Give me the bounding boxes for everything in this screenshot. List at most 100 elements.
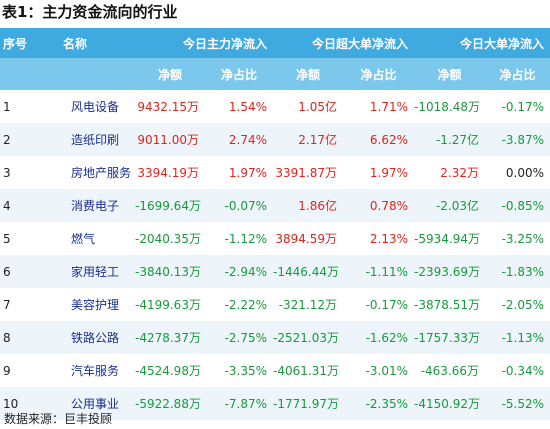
header-row-sub: 净额 净占比 净额 净占比 净额 净占比 (0, 58, 550, 90)
cell-net-amount: -1757.33万 (414, 331, 480, 345)
cell-net-amount: -4278.37万 (135, 331, 201, 345)
cell-net-ratio: -2.35% (365, 396, 409, 411)
cell-net-amount: -463.66万 (420, 364, 480, 378)
table-row: 6 家用轻工 -3840.13万 -2.94% -1446.44万 -1.11% -2393… (0, 255, 550, 288)
header-sub-amount: 净额 (296, 67, 321, 82)
cell-net-ratio: -0.34% (501, 363, 545, 378)
industry-name-link[interactable]: 铁路公路 (71, 331, 120, 345)
cell-net-amount: -2.03亿 (435, 199, 480, 213)
header-sub-empty (54, 58, 135, 90)
table-row: 4 消费电子 -1699.64万 -0.07% 1.86亿 0.78% -2.03亿 -0.8… (0, 189, 550, 222)
table-row: 2 造纸印刷 9011.00万 2.74% 2.17亿 6.62% -1.27亿 -3.87% (0, 123, 550, 156)
industry-name-link[interactable]: 风电设备 (71, 100, 120, 114)
cell-net-ratio: -5.52% (501, 396, 545, 411)
cell-net-ratio: 1.97% (228, 165, 268, 180)
cell-net-amount: -2393.69万 (414, 265, 480, 279)
table-row: 1 风电设备 9432.15万 1.54% 1.05亿 1.71% -1018.48万 -0.… (0, 90, 550, 123)
industry-name-link[interactable]: 消费电子 (71, 199, 120, 213)
cell-net-amount: -3878.51万 (414, 298, 480, 312)
cell-net-amount: 2.17亿 (298, 133, 338, 147)
cell-net-amount: -1018.48万 (414, 100, 480, 114)
row-rank: 5 (3, 231, 11, 246)
header-sub-ratio: 净占比 (499, 67, 536, 82)
cell-net-amount: -1771.97万 (273, 397, 339, 411)
cell-net-amount: 9432.15万 (137, 100, 199, 114)
cell-net-ratio: -2.22% (224, 297, 268, 312)
table-row: 5 燃气 -2040.35万 -1.12% 3894.59万 2.13% -5934.94万… (0, 222, 550, 255)
header-sub-amount: 净额 (437, 67, 462, 82)
row-rank: 9 (3, 363, 11, 378)
table-row: 9 汽车服务 -4524.98万 -3.35% -4061.31万 -3.01% -463.… (0, 354, 550, 387)
cell-net-ratio: -1.12% (224, 231, 268, 246)
source-note: 数据来源：巨丰投顾 (4, 412, 113, 426)
cell-net-ratio: -0.17% (365, 297, 409, 312)
row-rank: 8 (3, 330, 11, 345)
cell-net-amount: -2521.03万 (273, 331, 339, 345)
row-rank: 3 (3, 165, 11, 180)
industry-name-link[interactable]: 燃气 (71, 232, 96, 246)
header-rank: 序号 (3, 36, 28, 51)
cell-net-amount: 3394.19万 (137, 166, 199, 180)
header-group-main: 今日主力净流入 (183, 36, 268, 51)
cell-net-ratio: 0.78% (369, 198, 409, 213)
cell-net-ratio: 2.13% (369, 231, 409, 246)
cell-net-amount: -5922.88万 (135, 397, 201, 411)
row-rank: 7 (3, 297, 11, 312)
cell-net-ratio: 0.00% (505, 165, 545, 180)
cell-net-ratio: -3.87% (501, 132, 545, 147)
header-sub-empty (0, 58, 54, 90)
cell-net-amount: -2040.35万 (135, 232, 201, 246)
cell-net-amount: -4199.63万 (135, 298, 201, 312)
cell-net-ratio: 2.74% (228, 132, 268, 147)
header-name: 名称 (63, 36, 88, 51)
cell-net-ratio: 1.54% (228, 99, 268, 114)
header-row-groups: 序号 名称 今日主力净流入 今日超大单净流入 今日大单净流入 (0, 28, 550, 58)
table-row: 3 房地产服务 3394.19万 1.97% 3391.87万 1.97% 2.32万 0.0… (0, 156, 550, 189)
header-sub-ratio: 净占比 (360, 67, 397, 82)
cell-net-ratio: -2.75% (224, 330, 268, 345)
industry-name-link[interactable]: 家用轻工 (71, 265, 120, 279)
industry-name-link[interactable]: 汽车服务 (71, 364, 120, 378)
table-row: 8 铁路公路 -4278.37万 -2.75% -2521.03万 -1.62% -1757… (0, 321, 550, 354)
table-row: 10 公用事业 -5922.88万 -7.87% -1771.97万 -2.35% -415… (0, 387, 550, 420)
cell-net-ratio: -1.11% (365, 264, 409, 279)
row-rank: 2 (3, 132, 11, 147)
industry-name-link[interactable]: 房地产服务 (71, 166, 132, 180)
table-row: 7 美容护理 -4199.63万 -2.22% -321.12万 -0.17% -3878.… (0, 288, 550, 321)
row-rank: 6 (3, 264, 11, 279)
cell-net-amount: -1.27亿 (435, 133, 480, 147)
cell-net-amount: -321.12万 (278, 298, 338, 312)
cell-net-ratio: -2.05% (501, 297, 545, 312)
cell-net-ratio: -0.07% (224, 198, 268, 213)
cell-net-amount: 2.32万 (440, 166, 480, 180)
cell-net-ratio: -1.13% (501, 330, 545, 345)
cell-net-ratio: 6.62% (369, 132, 409, 147)
cell-net-ratio: -1.83% (501, 264, 545, 279)
industry-name-link[interactable]: 造纸印刷 (71, 133, 120, 147)
industry-name-link[interactable]: 美容护理 (71, 298, 120, 312)
cell-net-ratio: 1.71% (369, 99, 409, 114)
cell-net-amount: -3840.13万 (135, 265, 201, 279)
cell-net-ratio: -3.35% (224, 363, 268, 378)
cell-net-ratio: -0.85% (501, 198, 545, 213)
cell-net-ratio: -3.25% (501, 231, 545, 246)
header-group-super: 今日超大单净流入 (312, 36, 409, 51)
fund-flow-table: 序号 名称 今日主力净流入 今日超大单净流入 今日大单净流入 净额 净占比 净额… (0, 28, 550, 420)
row-rank: 1 (3, 99, 11, 114)
cell-net-ratio: 1.97% (369, 165, 409, 180)
table-body: 1 风电设备 9432.15万 1.54% 1.05亿 1.71% -1018.48万 -0.… (0, 90, 550, 420)
cell-net-ratio: -7.87% (224, 396, 268, 411)
cell-net-amount: -5934.94万 (414, 232, 480, 246)
cell-net-amount: -4061.31万 (273, 364, 339, 378)
cell-net-amount: -4150.92万 (414, 397, 480, 411)
cell-net-amount: 9011.00万 (137, 133, 199, 147)
industry-name-link[interactable]: 公用事业 (71, 397, 120, 411)
header-group-large: 今日大单净流入 (460, 36, 545, 51)
cell-net-ratio: -2.94% (224, 264, 268, 279)
cell-net-amount: 3894.59万 (275, 232, 338, 246)
cell-net-amount: 3391.87万 (275, 166, 338, 180)
cell-net-amount: 1.05亿 (298, 100, 338, 114)
row-rank: 4 (3, 198, 11, 213)
cell-net-amount: 1.86亿 (298, 199, 338, 213)
table-title: 表1：主力资金流向的行业 (2, 3, 178, 21)
